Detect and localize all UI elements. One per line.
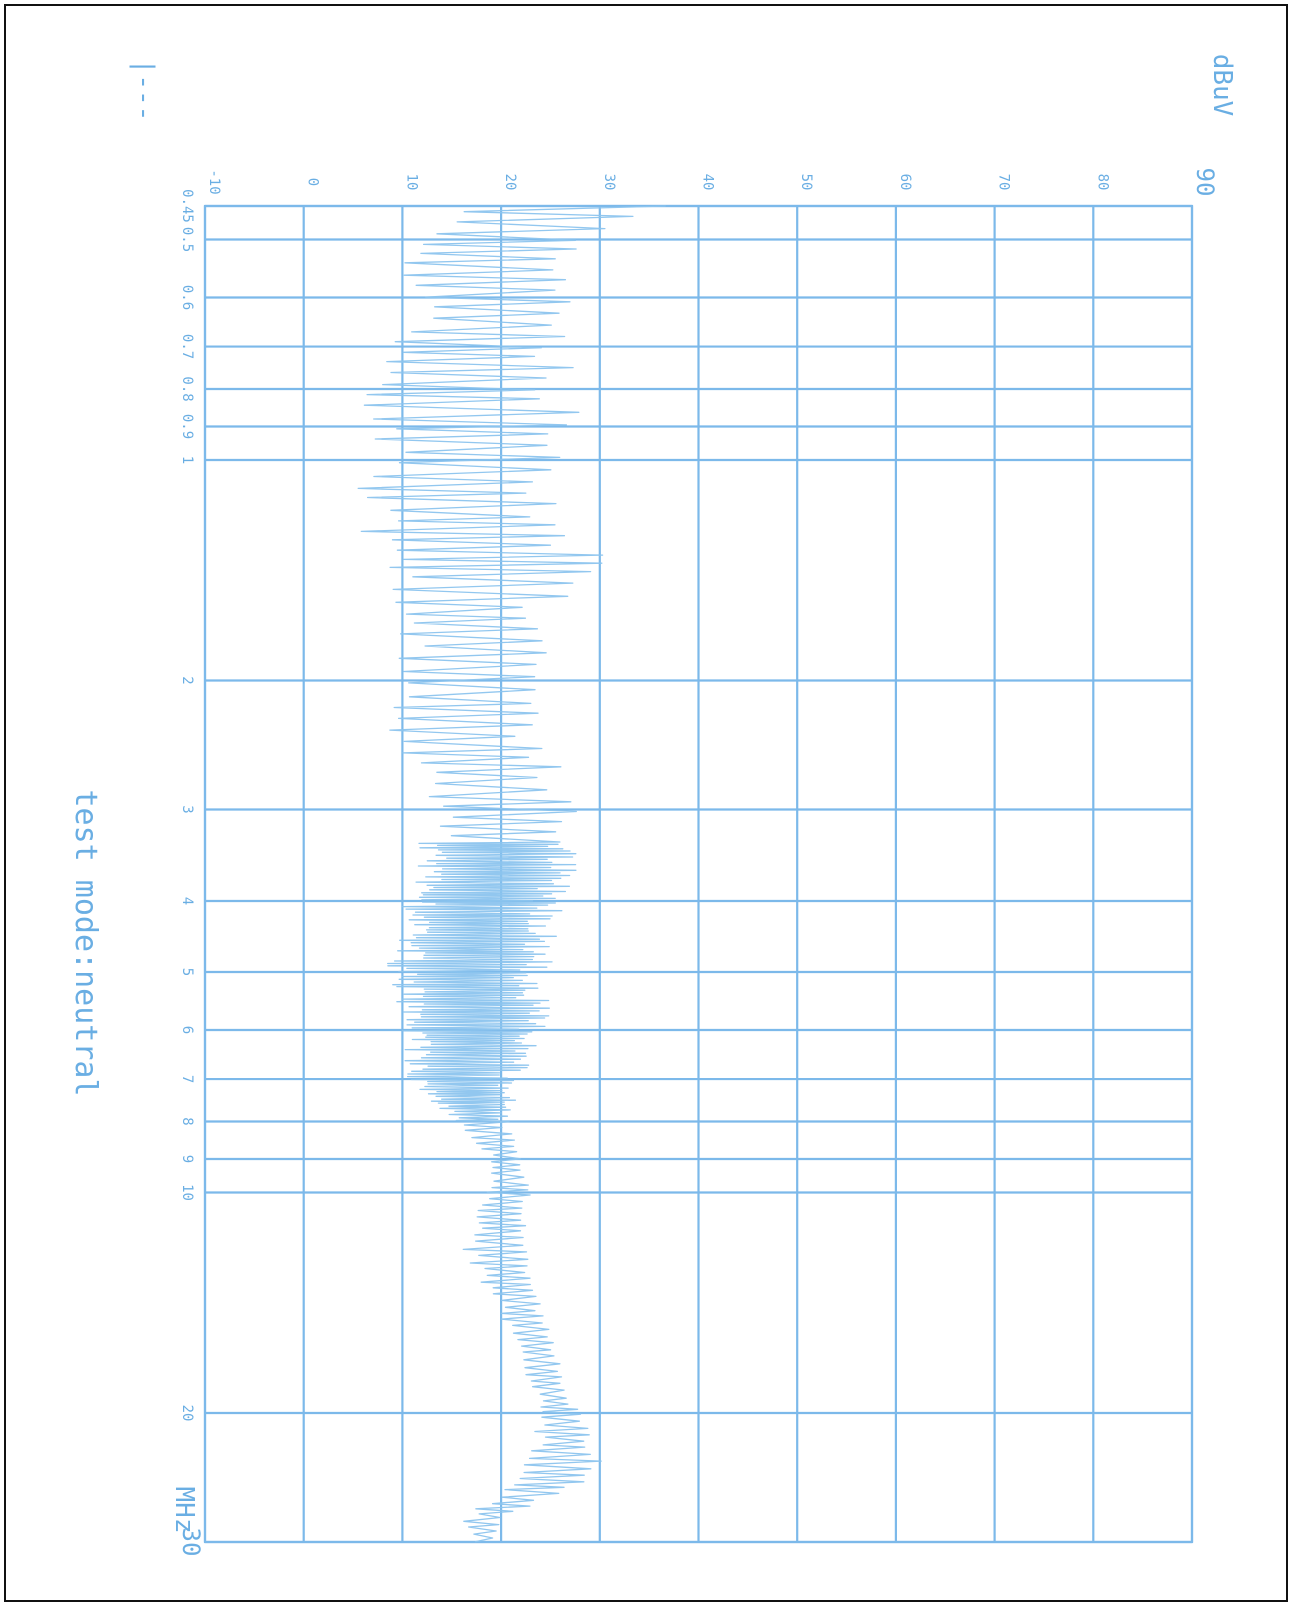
plot-border bbox=[203, 204, 1194, 1544]
trace-line bbox=[357, 205, 666, 1543]
freq-tick-label: 0.5 bbox=[179, 227, 195, 252]
freq-tick-label: 0.45 bbox=[179, 189, 195, 223]
level-tick-label: 20 bbox=[502, 174, 518, 191]
level-tick-label: 10 bbox=[403, 174, 419, 191]
level-tick-label: -10 bbox=[206, 169, 222, 194]
level-tick-label: 40 bbox=[700, 174, 716, 191]
freq-tick-label: 9 bbox=[179, 1155, 195, 1163]
level-tick-label: 30 bbox=[601, 174, 617, 191]
freq-tick-label: 0.9 bbox=[179, 414, 195, 439]
freq-unit-label: MHz bbox=[169, 1487, 199, 1534]
level-axis-ticks: -10 0 10 20 30 40 50 60 70 80 90 bbox=[206, 168, 1219, 197]
freq-tick-label: 7 bbox=[179, 1075, 195, 1083]
freq-tick-label: 3 bbox=[179, 805, 195, 813]
freq-axis-ticks: 0.45 0.5 0.6 0.7 0.8 0.9 1 2 3 4 5 6 7 8 9 10 20 30 bbox=[177, 189, 205, 1556]
freq-tick-label: 2 bbox=[179, 676, 195, 684]
level-tick-label: 80 bbox=[1094, 174, 1110, 191]
freq-tick-label: 8 bbox=[179, 1117, 195, 1125]
grid bbox=[203, 204, 1194, 1544]
freq-tick-label: 1 bbox=[179, 456, 195, 464]
freq-tick-label: 30 bbox=[177, 1528, 205, 1557]
freq-tick-label: 0.7 bbox=[179, 334, 195, 359]
level-tick-label: 0 bbox=[305, 178, 321, 186]
level-unit-label: dBuV bbox=[1207, 54, 1237, 117]
measurement-trace bbox=[357, 205, 666, 1543]
corner-mark: |--- bbox=[129, 59, 159, 122]
freq-tick-label: 0.6 bbox=[179, 285, 195, 310]
level-tick-label: 60 bbox=[897, 174, 913, 191]
freq-tick-label: 0.8 bbox=[179, 376, 195, 401]
freq-tick-label: 6 bbox=[179, 1026, 195, 1034]
test-mode-note: test mode:neutral bbox=[68, 789, 103, 1096]
freq-tick-label: 20 bbox=[179, 1405, 195, 1422]
page-frame bbox=[4, 4, 1288, 1602]
level-tick-label: 50 bbox=[798, 174, 814, 191]
freq-tick-label: 10 bbox=[179, 1184, 195, 1201]
level-tick-label: 90 bbox=[1191, 168, 1219, 197]
freq-tick-label: 4 bbox=[179, 897, 195, 905]
freq-tick-label: 5 bbox=[179, 968, 195, 976]
level-tick-label: 70 bbox=[996, 174, 1012, 191]
